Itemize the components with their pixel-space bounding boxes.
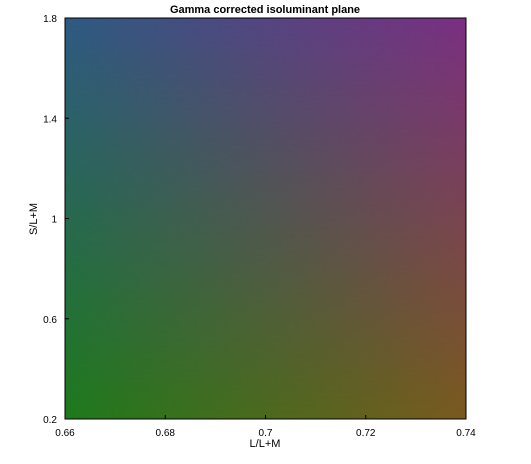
y-tick-label: 1.8 [43, 14, 57, 25]
heatmap-top-layer [65, 18, 466, 419]
x-axis-label: L/L+M [250, 438, 281, 450]
x-tick-label: 0.68 [156, 428, 176, 439]
y-tick-label: 0.2 [43, 415, 57, 426]
x-tick-label: 0.72 [356, 428, 376, 439]
chart-title: Gamma corrected isoluminant plane [170, 4, 360, 16]
x-axis-ticks: 0.66 0.68 0.7 0.72 0.74 [55, 415, 476, 439]
y-tick-label: 0.6 [43, 315, 57, 326]
y-tick-label: 1.4 [43, 114, 57, 125]
y-axis-label: S/L+M [28, 203, 40, 235]
plot-area [64, 17, 467, 420]
x-tick-label: 0.74 [456, 428, 476, 439]
y-tick-label: 1 [51, 215, 57, 226]
x-tick-label: 0.66 [55, 428, 75, 439]
x-tick-label: 0.7 [259, 428, 273, 439]
y-axis-ticks: 0.2 0.6 1 1.4 1.8 [43, 14, 69, 426]
